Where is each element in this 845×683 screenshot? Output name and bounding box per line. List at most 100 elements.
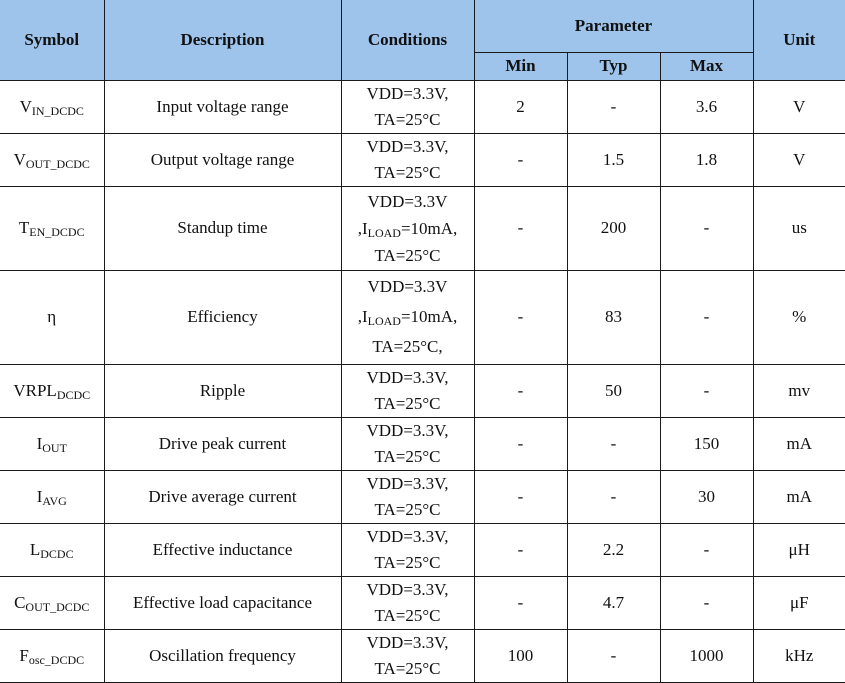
condition-line: TA=25°C [374,658,441,678]
cell-typ: 200 [566,185,661,271]
cell-typ: 2.2 [566,522,661,577]
cell-typ: 50 [566,363,661,418]
cell-unit: μH [752,522,845,577]
cell-conditions: VDD=3.3V, TA=25°C [340,469,475,524]
cell-typ: 1.5 [566,132,661,187]
cell-min: - [473,522,568,577]
cell-max: 3.6 [659,79,754,134]
symbol-main: I [36,486,43,506]
symbol-main: V [13,149,26,169]
symbol-subscript: OUT [42,440,67,455]
cell-description: Oscillation frequency [103,628,342,683]
cell-conditions: VDD=3.3V, TA=25°C [340,79,475,134]
cell-typ: - [566,469,661,524]
condition-subscript: LOAD [367,225,401,240]
symbol-subscript: EN_DCDC [29,225,85,239]
condition-line: TA=25°C, [372,337,443,356]
cell-max: 1000 [659,628,754,683]
table-row: IAVG Drive average current VDD=3.3V, TA=25°… [0,469,845,524]
condition-line: VDD=3.3V, [366,473,449,493]
condition-line: VDD=3.3V, [366,83,449,103]
cell-typ: - [566,628,661,683]
cell-max: - [659,522,754,577]
cell-symbol: IOUT [0,416,105,471]
cell-unit: V [752,132,845,187]
cell-symbol: η [0,269,105,365]
condition-line: VDD=3.3V, [366,420,449,440]
table-row: TEN_DCDC Standup time VDD=3.3V ,ILOAD=10mA,… [0,185,845,271]
condition-line: VDD=3.3V, [366,136,449,156]
table-row: VIN_DCDC Input voltage range VDD=3.3V, TA=2… [0,79,845,134]
cell-min: - [473,575,568,630]
condition-text: ,I [357,307,368,326]
cell-conditions: VDD=3.3V, TA=25°C [340,416,475,471]
condition-line: VDD=3.3V, [366,632,449,652]
cell-min: 2 [473,79,568,134]
condition-line: TA=25°C [374,162,441,182]
symbol-subscript: IN_DCDC [31,103,84,118]
condition-line: VDD=3.3V, [366,579,449,599]
condition-line: TA=25°C [374,245,441,265]
cell-conditions: VDD=3.3V, TA=25°C [340,628,475,683]
header-unit: Unit [752,0,845,81]
cell-symbol: TEN_DCDC [0,185,105,271]
cell-unit: μF [752,575,845,630]
cell-symbol: Fosc_DCDC [0,628,105,683]
cell-typ: 4.7 [566,575,661,630]
cell-unit: mv [752,363,845,418]
cell-min: - [473,469,568,524]
header-max: Max [659,51,753,81]
cell-description: Standup time [103,185,342,271]
cell-max: 150 [659,416,754,471]
condition-text: =10mA, [400,307,458,326]
cell-min: 100 [473,628,568,683]
cell-max: 30 [659,469,754,524]
symbol-main: VRPL [13,380,57,400]
cell-typ: 83 [566,269,661,365]
symbol-main: I [36,433,43,453]
cell-unit: mA [752,416,845,471]
header-conditions: Conditions [340,0,475,81]
cell-unit: us [752,185,845,271]
table-row: η Efficiency VDD=3.3V ,ILOAD=10mA, TA=25°C, -… [0,269,845,365]
cell-conditions: VDD=3.3V ,ILOAD=10mA, TA=25°C [340,185,475,271]
cell-symbol: VIN_DCDC [0,79,105,134]
cell-max: - [659,575,754,630]
condition-subscript: LOAD [367,314,401,328]
header-description: Description [103,0,342,81]
table-row: LDCDC Effective inductance VDD=3.3V, TA=25°… [0,522,845,577]
condition-line: TA=25°C [374,109,441,129]
condition-line: VDD=3.3V [367,277,448,296]
symbol-main: F [19,645,29,665]
symbol-subscript: AVG [42,493,67,508]
cell-typ: - [566,79,661,134]
cell-unit: kHz [752,628,845,683]
symbol-subscript: DCDC [40,546,74,561]
symbol-main: C [14,592,26,612]
cell-unit: % [752,269,845,365]
cell-conditions: VDD=3.3V, TA=25°C [340,522,475,577]
condition-text: ,I [357,218,368,238]
cell-min: - [473,185,568,271]
cell-symbol: VOUT_DCDC [0,132,105,187]
cell-description: Ripple [103,363,342,418]
cell-min: - [473,363,568,418]
table-row: COUT_DCDC Effective load capacitance VDD=3… [0,575,845,630]
table-row: IOUT Drive peak current VDD=3.3V, TA=25°C - -… [0,416,845,471]
cell-description: Efficiency [103,269,342,365]
cell-description: Output voltage range [103,132,342,187]
cell-max: - [659,363,754,418]
condition-line: VDD=3.3V, [366,526,449,546]
condition-line: VDD=3.3V, [366,367,449,387]
condition-line: TA=25°C [374,393,441,413]
header-symbol: Symbol [0,0,105,81]
cell-symbol: LDCDC [0,522,105,577]
table-row: VRPLDCDC Ripple VDD=3.3V, TA=25°C -50- mv [0,363,845,418]
cell-conditions: VDD=3.3V, TA=25°C [340,575,475,630]
cell-symbol: COUT_DCDC [0,575,105,630]
cell-max: - [659,269,754,365]
cell-typ: - [566,416,661,471]
cell-min: - [473,269,568,365]
cell-description: Drive average current [103,469,342,524]
